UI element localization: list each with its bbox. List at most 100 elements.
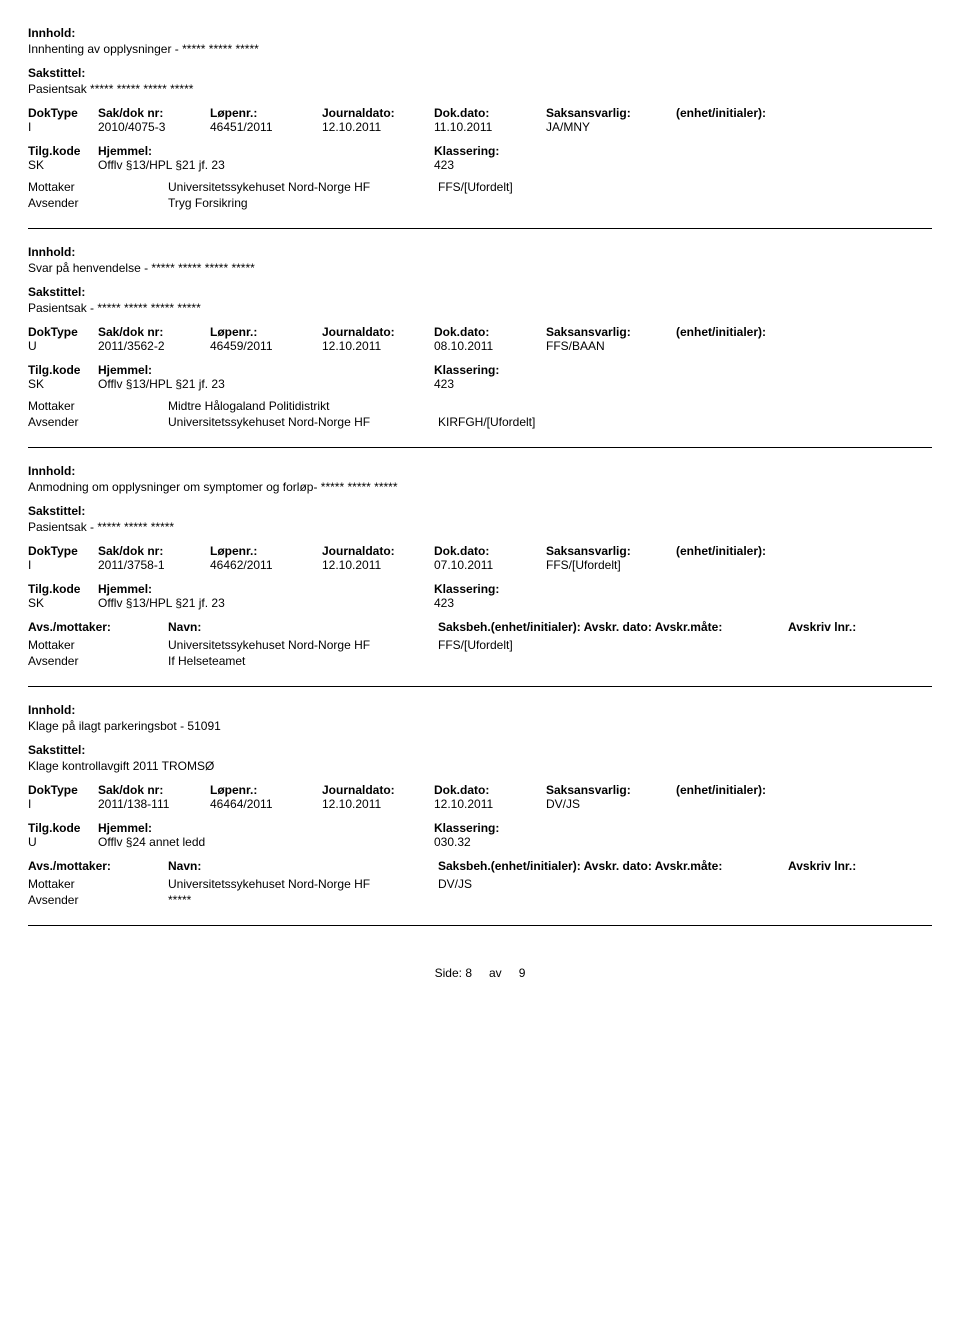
sakstittel-text: Pasientsak ***** ***** ***** ***** (28, 82, 932, 96)
saksbeh-label: Saksbeh.(enhet/initialer): Avskr. dato: … (438, 620, 788, 634)
journaldato-value: 12.10.2011 (322, 797, 434, 811)
main-data-row: U 2011/3562-2 46459/2011 12.10.2011 08.1… (28, 339, 932, 353)
party-extra: FFS/[Ufordelt] (438, 638, 513, 652)
class-data-row: U Offlv §24 annet ledd 030.32 (28, 835, 932, 849)
avsmottaker-label: Avs./mottaker: (28, 620, 168, 634)
hjemmel-label: Hjemmel: (98, 144, 434, 158)
sakdok-value: 2010/4075-3 (98, 120, 210, 134)
klassering-value: 423 (434, 158, 554, 172)
party-line: Mottaker Midtre Hålogaland Politidistrik… (28, 399, 932, 413)
journaldato-label: Journaldato: (322, 106, 434, 120)
main-header-row: DokType Sak/dok nr: Løpenr.: Journaldato… (28, 106, 932, 120)
innhold-label: Innhold: (28, 26, 932, 40)
lopenr-value: 46459/2011 (210, 339, 322, 353)
klassering-value: 030.32 (434, 835, 554, 849)
sakdok-value: 2011/3758-1 (98, 558, 210, 572)
main-header-row: DokType Sak/dok nr: Løpenr.: Journaldato… (28, 783, 932, 797)
lopenr-label: Løpenr.: (210, 783, 322, 797)
party-role: Avsender (28, 893, 168, 907)
enhet-label: (enhet/initialer): (676, 544, 826, 558)
class-header-row: Tilg.kode Hjemmel: Klassering: (28, 582, 932, 596)
dokdato-value: 08.10.2011 (434, 339, 546, 353)
tilgkode-value: SK (28, 158, 98, 172)
sakstittel-label: Sakstittel: (28, 743, 932, 757)
doktype-value: I (28, 120, 98, 134)
class-data-row: SK Offlv §13/HPL §21 jf. 23 423 (28, 158, 932, 172)
class-data-row: SK Offlv §13/HPL §21 jf. 23 423 (28, 377, 932, 391)
footer-page: 8 (465, 966, 472, 980)
klassering-label: Klassering: (434, 144, 554, 158)
class-data-row: SK Offlv §13/HPL §21 jf. 23 423 (28, 596, 932, 610)
journaldato-label: Journaldato: (322, 325, 434, 339)
saksansvarlig-value: FFS/BAAN (546, 339, 676, 353)
footer-side-label: Side: (435, 966, 462, 980)
hjemmel-value: Offlv §13/HPL §21 jf. 23 (98, 158, 434, 172)
journaldato-value: 12.10.2011 (322, 120, 434, 134)
party-name: Universitetssykehuset Nord-Norge HF (168, 180, 438, 194)
parties-block: Mottaker Universitetssykehuset Nord-Norg… (28, 877, 932, 907)
klassering-label: Klassering: (434, 582, 554, 596)
sakstittel-text: Pasientsak - ***** ***** ***** ***** (28, 301, 932, 315)
dokdato-label: Dok.dato: (434, 783, 546, 797)
party-role: Mottaker (28, 180, 168, 194)
saksansvarlig-label: Saksansvarlig: (546, 325, 676, 339)
hjemmel-label: Hjemmel: (98, 821, 434, 835)
dokdato-value: 12.10.2011 (434, 797, 546, 811)
party-line: Mottaker Universitetssykehuset Nord-Norg… (28, 180, 932, 194)
navn-label: Navn: (168, 620, 438, 634)
parties-block: Mottaker Midtre Hålogaland Politidistrik… (28, 399, 932, 429)
footer-total: 9 (519, 966, 526, 980)
dokdato-label: Dok.dato: (434, 325, 546, 339)
party-line: Avsender Universitetssykehuset Nord-Norg… (28, 415, 932, 429)
tilgkode-label: Tilg.kode (28, 582, 98, 596)
party-line: Avsender ***** (28, 893, 932, 907)
party-role: Mottaker (28, 877, 168, 891)
party-name: Universitetssykehuset Nord-Norge HF (168, 415, 438, 429)
innhold-text: Anmodning om opplysninger om symptomer o… (28, 480, 932, 494)
doktype-value: I (28, 797, 98, 811)
klassering-label: Klassering: (434, 821, 554, 835)
hjemmel-value: Offlv §13/HPL §21 jf. 23 (98, 596, 434, 610)
enhet-label: (enhet/initialer): (676, 106, 826, 120)
journaldato-label: Journaldato: (322, 783, 434, 797)
hjemmel-value: Offlv §13/HPL §21 jf. 23 (98, 377, 434, 391)
saksansvarlig-label: Saksansvarlig: (546, 544, 676, 558)
doktype-value: U (28, 339, 98, 353)
saksbeh-label: Saksbeh.(enhet/initialer): Avskr. dato: … (438, 859, 788, 873)
main-header-row: DokType Sak/dok nr: Løpenr.: Journaldato… (28, 325, 932, 339)
navn-label: Navn: (168, 859, 438, 873)
avskrlnr-label: Avskriv lnr.: (788, 859, 868, 873)
party-role: Avsender (28, 654, 168, 668)
tilgkode-label: Tilg.kode (28, 821, 98, 835)
sakdok-label: Sak/dok nr: (98, 783, 210, 797)
main-data-row: I 2011/3758-1 46462/2011 12.10.2011 07.1… (28, 558, 932, 572)
journaldato-value: 12.10.2011 (322, 558, 434, 572)
saksansvarlig-value: FFS/[Ufordelt] (546, 558, 676, 572)
sakdok-value: 2011/138-111 (98, 797, 210, 811)
sakstittel-text: Klage kontrollavgift 2011 TROMSØ (28, 759, 932, 773)
records-container: Innhold: Innhenting av opplysninger - **… (28, 26, 932, 926)
doktype-value: I (28, 558, 98, 572)
doktype-label: DokType (28, 544, 98, 558)
sakstittel-label: Sakstittel: (28, 285, 932, 299)
parties-block: Mottaker Universitetssykehuset Nord-Norg… (28, 180, 932, 210)
journaldato-label: Journaldato: (322, 544, 434, 558)
party-line: Mottaker Universitetssykehuset Nord-Norg… (28, 877, 932, 891)
party-name: Midtre Hålogaland Politidistrikt (168, 399, 438, 413)
sakstittel-label: Sakstittel: (28, 504, 932, 518)
party-name: Universitetssykehuset Nord-Norge HF (168, 877, 438, 891)
tilgkode-value: U (28, 835, 98, 849)
lopenr-label: Løpenr.: (210, 544, 322, 558)
tilgkode-value: SK (28, 596, 98, 610)
dokdato-label: Dok.dato: (434, 544, 546, 558)
party-extra: FFS/[Ufordelt] (438, 180, 513, 194)
party-role: Mottaker (28, 399, 168, 413)
avsmottaker-label: Avs./mottaker: (28, 859, 168, 873)
party-line: Mottaker Universitetssykehuset Nord-Norg… (28, 638, 932, 652)
parties-block: Mottaker Universitetssykehuset Nord-Norg… (28, 638, 932, 668)
klassering-label: Klassering: (434, 363, 554, 377)
lopenr-value: 46451/2011 (210, 120, 322, 134)
party-extra: KIRFGH/[Ufordelt] (438, 415, 535, 429)
record: Innhold: Anmodning om opplysninger om sy… (28, 464, 932, 687)
record: Innhold: Klage på ilagt parkeringsbot - … (28, 703, 932, 926)
